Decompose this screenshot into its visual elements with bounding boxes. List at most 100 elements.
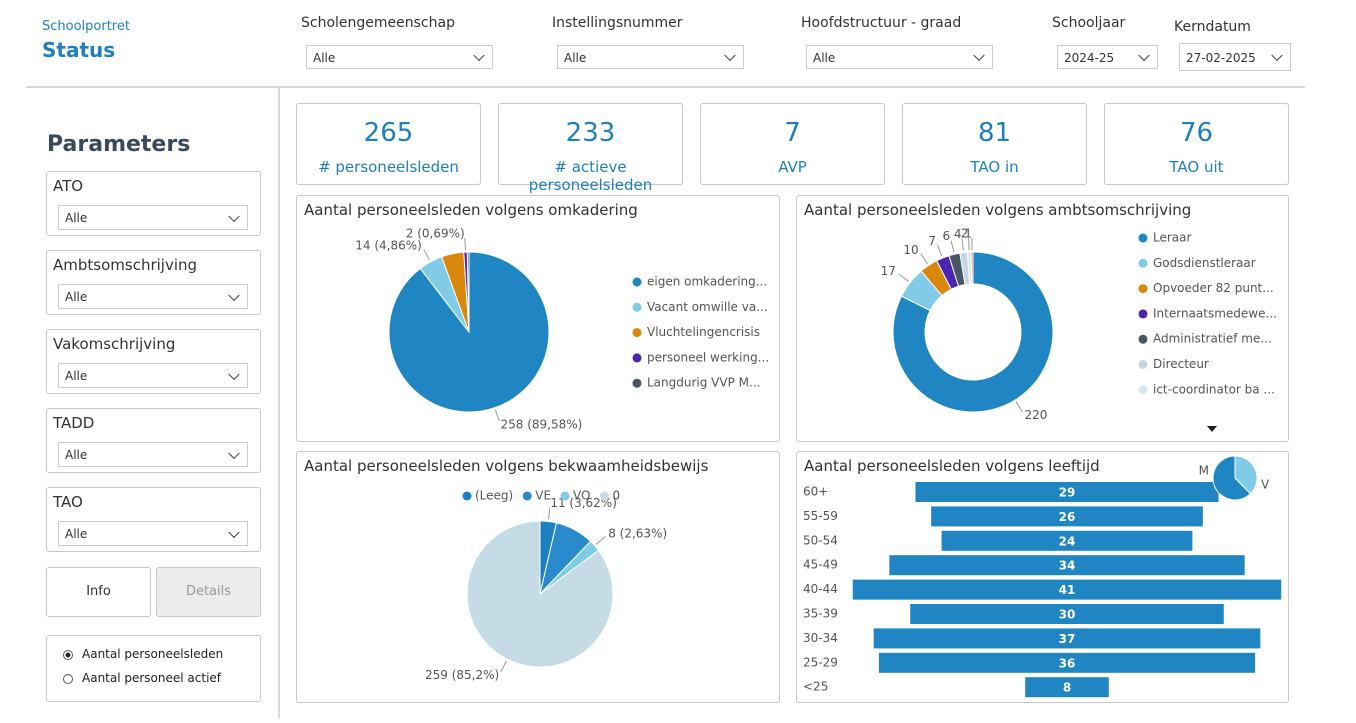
legend-marker xyxy=(1138,334,1148,344)
dropdown-value: Alle xyxy=(813,51,836,65)
chart-panel: 258 (89,58%) 14 (4,86%) 2 (0,69%) eigen omk… xyxy=(296,195,780,442)
filter-label: Schooljaar xyxy=(1052,15,1126,31)
leader-line xyxy=(1015,401,1023,413)
slicer: TAO Alle xyxy=(46,487,261,552)
category-label: 30-34 xyxy=(803,631,838,645)
leader-line xyxy=(548,507,551,520)
kpi-card: 76 TAO uit xyxy=(1104,103,1289,185)
legend-marker xyxy=(1138,360,1148,369)
radio-label[interactable]: Aantal personeelsleden xyxy=(82,647,224,661)
slicer-dropdown[interactable]: Alle xyxy=(58,363,248,388)
kpi-value: 233 xyxy=(565,118,616,148)
kpi-value: 81 xyxy=(977,118,1012,148)
data-label: 8 (2,63%) xyxy=(608,526,667,540)
kpi-label: # personeelsleden xyxy=(318,158,459,176)
bar xyxy=(915,482,1219,502)
radio-label[interactable]: Aantal personeel actief xyxy=(82,671,222,685)
dropdown-value: Alle xyxy=(65,527,88,541)
category-label: 40-44 xyxy=(803,582,838,596)
dropdown-value: 27-02-2025 xyxy=(1186,51,1256,65)
leader-line xyxy=(961,238,964,251)
bar-label: 36 xyxy=(1059,656,1076,670)
category-label: 60+ xyxy=(803,485,828,499)
filter-dropdown[interactable]: Alle xyxy=(306,45,493,69)
legend-marker xyxy=(1138,284,1148,294)
data-label: 10 xyxy=(903,243,918,257)
chart-title: Aantal personeelsleden volgens bekwaamhe… xyxy=(304,457,709,475)
legend-label: Opvoeder 82 punt... xyxy=(1153,281,1274,295)
slice xyxy=(466,520,614,668)
radio[interactable] xyxy=(63,650,73,660)
filter-dropdown[interactable]: Alle xyxy=(806,45,993,69)
legend-marker xyxy=(560,491,570,501)
chart: 60+ 29 55-59 26 50-54 24 45-49 34 40-44 41 35-39 30… xyxy=(803,455,1282,698)
kpi-value: 265 xyxy=(363,118,414,148)
category-label: 55-59 xyxy=(803,509,838,523)
slicer-label: Ambtsomschrijving xyxy=(53,256,198,274)
legend-marker xyxy=(599,491,609,501)
data-label: 220 xyxy=(1024,408,1047,422)
legend-label: Leraar xyxy=(1153,231,1191,245)
chart-title: Aantal personeelsleden volgens omkaderin… xyxy=(304,201,638,219)
dropdown-value: Alle xyxy=(65,448,88,462)
radio[interactable] xyxy=(63,674,73,684)
page-title: Status xyxy=(42,38,116,62)
kpi-value: 76 xyxy=(1179,118,1214,148)
dropdown-value: 2024-25 xyxy=(1064,51,1115,65)
legend-marker xyxy=(1138,258,1148,268)
button[interactable]: Info xyxy=(46,567,151,617)
bar-label: 30 xyxy=(1059,608,1076,622)
slicer-dropdown[interactable]: Alle xyxy=(58,442,248,467)
filter-dropdown[interactable]: 27-02-2025 xyxy=(1179,43,1291,71)
filter-label: Instellingsnummer xyxy=(552,15,683,31)
filter-label: Kerndatum xyxy=(1174,19,1251,35)
slicer-dropdown[interactable]: Alle xyxy=(58,284,248,309)
bar xyxy=(910,604,1224,624)
slicer: Vakomschrijving Alle xyxy=(46,329,261,394)
parameters-title: Parameters xyxy=(47,132,191,157)
legend-label: Vluchtelingencrisis xyxy=(647,325,760,339)
legend-marker xyxy=(1138,385,1148,395)
slicer: ATO Alle xyxy=(46,171,261,236)
legend-marker xyxy=(522,491,532,501)
bar-label: 37 xyxy=(1059,632,1076,646)
kpi-label: TAO uit xyxy=(1169,158,1224,176)
legend-label: 0 xyxy=(612,489,620,503)
legend-label: (Leeg) xyxy=(475,489,513,503)
data-label: 1 xyxy=(964,227,972,241)
leader-line xyxy=(500,660,507,672)
leader-line xyxy=(936,244,943,257)
filter-label: Hoofdstructuur - graad xyxy=(801,15,962,31)
data-label: 17 xyxy=(881,264,896,278)
slicer-dropdown[interactable]: Alle xyxy=(58,205,248,230)
filter-dropdown[interactable]: 2024-25 xyxy=(1057,45,1158,69)
bar xyxy=(852,579,1282,600)
data-label: 258 (89,58%) xyxy=(501,417,583,431)
kpi-value: 7 xyxy=(784,118,801,148)
leader-line xyxy=(968,238,970,251)
legend-marker xyxy=(1138,233,1148,243)
category-label: 50-54 xyxy=(803,533,838,547)
leader-line xyxy=(950,240,955,253)
legend-marker xyxy=(632,277,642,287)
legend-label: Godsdienstleraar xyxy=(1153,256,1256,270)
legend-label: ict-coordinator ba ... xyxy=(1153,382,1275,396)
leader-line xyxy=(494,409,500,422)
legend-label: Internaatsmedewe... xyxy=(1153,306,1277,320)
bar-label: 26 xyxy=(1059,510,1076,524)
leader-line xyxy=(423,249,430,261)
dropdown-value: Alle xyxy=(65,369,88,383)
dropdown-value: Alle xyxy=(65,211,88,225)
kpi-card: 7 AVP xyxy=(700,103,885,185)
inset-label: V xyxy=(1261,478,1270,492)
data-label: 6 xyxy=(943,229,951,243)
slicer-dropdown[interactable]: Alle xyxy=(58,521,248,546)
filter-dropdown[interactable]: Alle xyxy=(557,45,744,69)
kpi-label: # actieve personeelsleden xyxy=(528,158,653,194)
slicer-label: Vakomschrijving xyxy=(53,335,176,353)
button[interactable]: Details xyxy=(156,567,261,617)
kpi-card: 81 TAO in xyxy=(902,103,1087,185)
legend-marker xyxy=(632,378,642,388)
legend-marker xyxy=(1138,309,1148,319)
kpi-label: AVP xyxy=(778,158,807,176)
